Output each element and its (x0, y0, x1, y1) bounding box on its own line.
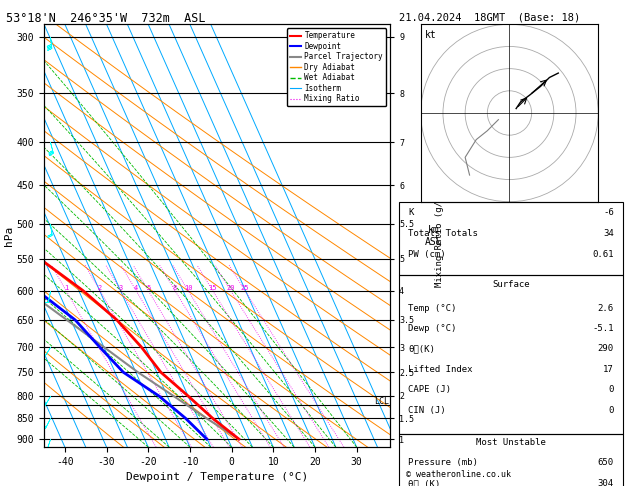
Text: 4: 4 (134, 285, 138, 291)
Text: kt: kt (425, 30, 437, 39)
Text: 17: 17 (603, 365, 614, 374)
Text: 10: 10 (184, 285, 192, 291)
Text: Pressure (mb): Pressure (mb) (408, 458, 478, 468)
Text: 20: 20 (226, 285, 235, 291)
Text: -5.1: -5.1 (593, 324, 614, 333)
Text: LCL: LCL (374, 397, 389, 406)
Text: PW (cm): PW (cm) (408, 250, 446, 259)
Text: Surface: Surface (493, 280, 530, 289)
Text: 34: 34 (603, 229, 614, 238)
Text: © weatheronline.co.uk: © weatheronline.co.uk (406, 469, 511, 479)
Text: CAPE (J): CAPE (J) (408, 385, 452, 394)
Text: 3: 3 (119, 285, 123, 291)
Text: 21.04.2024  18GMT  (Base: 18): 21.04.2024 18GMT (Base: 18) (399, 12, 581, 22)
Text: 15: 15 (208, 285, 217, 291)
Text: Dewp (°C): Dewp (°C) (408, 324, 457, 333)
Text: 2: 2 (97, 285, 102, 291)
Text: CIN (J): CIN (J) (408, 406, 446, 415)
Text: 0: 0 (608, 406, 614, 415)
Text: θᴄ(K): θᴄ(K) (408, 345, 435, 353)
Text: Totals Totals: Totals Totals (408, 229, 478, 238)
Text: 0.61: 0.61 (593, 250, 614, 259)
Text: Lifted Index: Lifted Index (408, 365, 473, 374)
Text: 5: 5 (146, 285, 150, 291)
Text: 1: 1 (64, 285, 68, 291)
Text: 8: 8 (173, 285, 177, 291)
Text: 290: 290 (598, 345, 614, 353)
X-axis label: Dewpoint / Temperature (°C): Dewpoint / Temperature (°C) (126, 472, 308, 483)
Legend: Temperature, Dewpoint, Parcel Trajectory, Dry Adiabat, Wet Adiabat, Isotherm, Mi: Temperature, Dewpoint, Parcel Trajectory… (287, 28, 386, 106)
Text: -6: -6 (603, 208, 614, 217)
Text: 53°18'N  246°35'W  732m  ASL: 53°18'N 246°35'W 732m ASL (6, 12, 206, 25)
Text: θᴄ (K): θᴄ (K) (408, 480, 440, 486)
Text: K: K (408, 208, 414, 217)
Text: Temp (°C): Temp (°C) (408, 304, 457, 312)
Text: 304: 304 (598, 480, 614, 486)
Y-axis label: hPa: hPa (4, 226, 14, 246)
Text: 0: 0 (608, 385, 614, 394)
Text: 25: 25 (241, 285, 249, 291)
Text: 650: 650 (598, 458, 614, 468)
Text: Most Unstable: Most Unstable (476, 438, 546, 447)
Text: Mixing Ratio (g/kg): Mixing Ratio (g/kg) (435, 185, 444, 287)
Y-axis label: km
ASL: km ASL (425, 225, 442, 246)
Text: 2.6: 2.6 (598, 304, 614, 312)
